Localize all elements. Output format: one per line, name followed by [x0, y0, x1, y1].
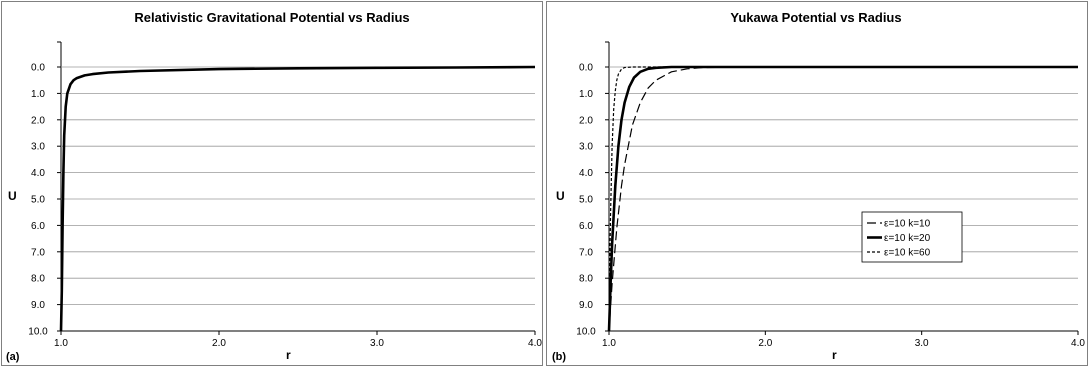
chart-b-legend: ε=10 k=10 ε=10 k=20 ε=10 k=60 [861, 211, 963, 263]
chart-a-y-tick-label: 8.0 [31, 274, 45, 285]
chart-b-y-tick-label: 8.0 [579, 274, 593, 285]
chart-b-y-tick-label: 10.0 [576, 327, 596, 338]
chart-b-y-tick-label: 7.0 [579, 247, 593, 258]
chart-a-ticks: 0.0 1.0 2.0 3.0 4.0 5.0 6.0 7.0 8.0 9.0 10.0 1.0 2.0… [28, 41, 542, 349]
chart-a-y-tick-label: 9.0 [31, 300, 45, 311]
chart-b-series-line-0 [608, 66, 1078, 332]
chart-b-title: Yukawa Potential vs Radius [730, 10, 901, 25]
chart-a-grid [60, 42, 535, 332]
chart-b-x-tick-label: 3.0 [915, 338, 929, 349]
chart-a-y-tick-label: 6.0 [31, 221, 45, 232]
chart-b-grid [608, 42, 1078, 332]
chart-a-x-tick-label: 2.0 [212, 338, 226, 349]
chart-a-y-tick-label: 5.0 [31, 195, 45, 206]
panel-a-label: (a) [6, 351, 20, 363]
chart-a-y-tick-label: 10.0 [28, 327, 48, 338]
chart-b-xlabel: r [832, 348, 837, 362]
chart-a-y-tick-label: 0.0 [31, 63, 45, 74]
chart-a-y-tick-label: 4.0 [31, 168, 45, 179]
chart-a-x-tick-label: 3.0 [370, 338, 384, 349]
chart-b-ticks: 0.0 1.0 2.0 3.0 4.0 5.0 6.0 7.0 8.0 9.0 10.0 1.0 2.0… [576, 41, 1085, 349]
chart-b-y-tick-label: 0.0 [579, 63, 593, 74]
chart-b-ylabel: U [556, 189, 565, 203]
chart-a-y-tick-label: 2.0 [31, 115, 45, 126]
chart-b-x-tick-label: 2.0 [758, 338, 772, 349]
chart-b-y-tick-label: 1.0 [579, 89, 593, 100]
chart-b-y-tick-label: 5.0 [579, 195, 593, 206]
legend-label-2: ε=10 k=60 [884, 248, 931, 259]
chart-panel-b: Yukawa Potential vs Radius (b) U r 0.0 1.… [552, 10, 1085, 363]
chart-a-series-line-0 [59, 65, 536, 332]
legend-label-0: ε=10 k=10 [884, 219, 931, 230]
chart-b-series-line-2 [608, 66, 1078, 332]
panel-b-frame [546, 1, 1088, 366]
panel-a-frame [1, 1, 543, 366]
legend-label-1: ε=10 k=20 [884, 233, 931, 244]
chart-a-x-tick-label: 4.0 [528, 338, 542, 349]
chart-a-y-tick-label: 7.0 [31, 247, 45, 258]
chart-panel-a: Relativistic Gravitational Potential vs … [6, 10, 542, 363]
chart-b-x-tick-label: 4.0 [1071, 338, 1085, 349]
chart-b-y-tick-label: 2.0 [579, 115, 593, 126]
chart-b-y-tick-label: 3.0 [579, 142, 593, 153]
chart-b-x-tick-label: 1.0 [602, 338, 616, 349]
panel-b-label: (b) [552, 351, 566, 363]
chart-b-y-tick-label: 6.0 [579, 221, 593, 232]
chart-a-y-tick-label: 3.0 [31, 142, 45, 153]
chart-b-y-tick-label: 9.0 [579, 300, 593, 311]
chart-a-x-tick-label: 1.0 [54, 338, 68, 349]
chart-b-series [607, 65, 1078, 332]
chart-a-series [59, 65, 536, 332]
chart-a-xlabel: r [286, 348, 291, 362]
chart-a-y-tick-label: 1.0 [31, 89, 45, 100]
chart-a-ylabel: U [8, 189, 17, 203]
chart-a-title: Relativistic Gravitational Potential vs … [134, 10, 409, 25]
chart-b-y-tick-label: 4.0 [579, 168, 593, 179]
